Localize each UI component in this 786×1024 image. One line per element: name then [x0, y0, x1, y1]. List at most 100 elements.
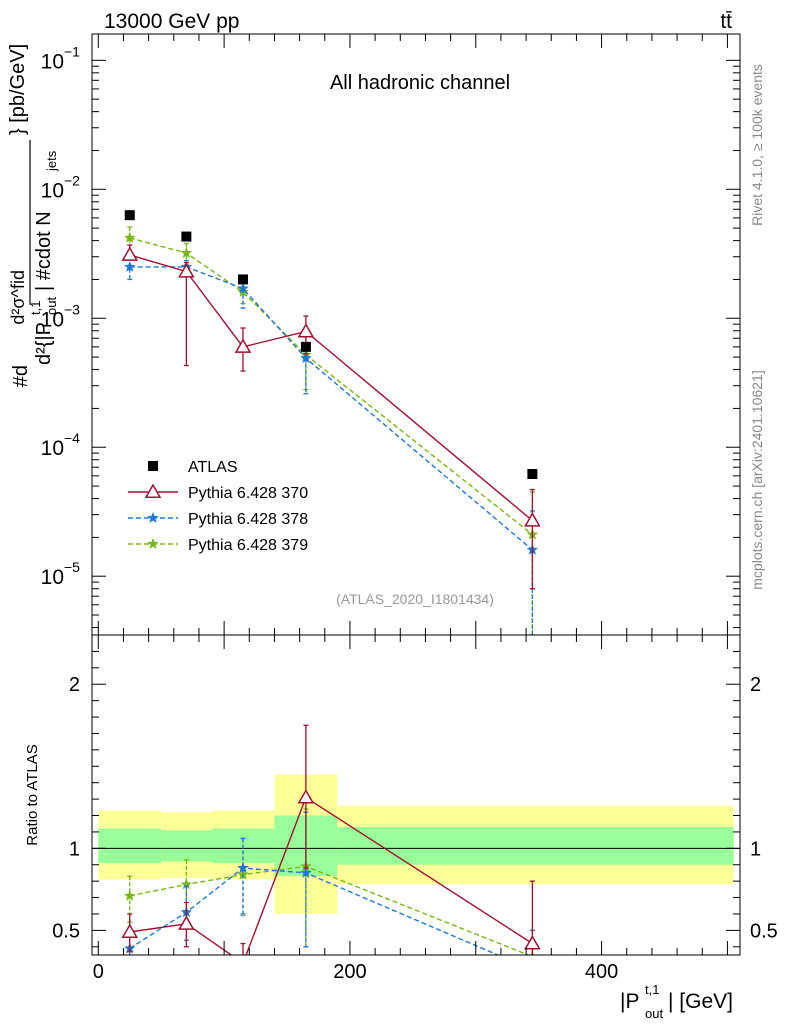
- legend-entry: Pythia 6.428 370: [128, 483, 308, 502]
- main-y-tick-exp: −5: [64, 559, 80, 575]
- y-label-den-b: | #cdot N: [33, 211, 55, 291]
- main-y-tick-label: 10 −3: [41, 301, 81, 331]
- uncertainty-band-inner: [337, 827, 734, 865]
- main-y-tick-exp: −4: [64, 430, 80, 446]
- main-y-tick-label: 10 −5: [41, 559, 81, 589]
- main-atlas-point: [181, 231, 192, 242]
- legend-marker: [144, 483, 162, 498]
- process-label: tt̄: [720, 10, 732, 33]
- ratio-y-tick-label-right: 0.5: [750, 920, 778, 942]
- main-y-tick-base: 10: [41, 566, 64, 589]
- main-atlas-point: [237, 274, 248, 285]
- main-pythia-6-428-378-point: [299, 352, 312, 364]
- main-pythia-6-428-370-point: [234, 338, 252, 353]
- uncertainty-band-inner: [98, 828, 162, 864]
- main-y-tick-label: 10 −2: [41, 172, 81, 202]
- x-tick-label: 400: [585, 961, 618, 983]
- ratio-panel: 0.5 0.5 1 1 2 2 0 200 400 Ratio to ATLAS |P t,1…: [24, 634, 778, 1021]
- main-y-tick-exp: −2: [64, 172, 80, 188]
- legend-marker: [148, 461, 158, 471]
- main-pythia-6-428-370-point: [121, 246, 139, 261]
- main-y-tick-labels: 10−110−210−310−410−5: [41, 43, 81, 589]
- main-pythia-6-428-378-line: [129, 266, 533, 551]
- main-y-tick-label: 10 −1: [41, 43, 81, 73]
- ratio-pythia-6-428-378-point: [237, 861, 249, 874]
- ratio-y-tick-label: 2: [69, 674, 80, 696]
- y-label-numerator: d²σ^fid: [8, 270, 28, 325]
- ratio-pythia-6-428-370-line: [129, 796, 533, 955]
- y-label-den-sup: t,1: [28, 301, 43, 315]
- uncertainty-band-inner: [161, 830, 212, 862]
- legend-label: Pythia 6.428 378: [188, 511, 308, 528]
- ratio-panel-frame: [91, 634, 741, 956]
- legend-label: ATLAS: [188, 459, 238, 476]
- main-y-tick-label: 10 −4: [41, 430, 81, 460]
- main-y-tick-exp: −3: [64, 301, 80, 317]
- x-label-sub: out: [645, 1006, 663, 1021]
- ratio-pythia-6-428-370-point: [297, 788, 315, 804]
- energy-label: 13000 GeV pp: [104, 10, 239, 33]
- ratio-pythia-6-428-370-point: [524, 935, 541, 950]
- main-pythia-6-428-370-series: [121, 244, 541, 590]
- mcplots-label: mcplots.cern.ch [arXiv:2401.10621]: [749, 370, 765, 589]
- chart-title: All hadronic channel: [330, 72, 510, 94]
- main-y-tick-base: 10: [41, 50, 64, 73]
- ratio-y-tick-label-right: 1: [750, 838, 761, 860]
- ratio-pythia-6-428-379-point: [123, 889, 136, 901]
- x-label-a: |P: [620, 990, 639, 1013]
- y-label-den-sub2: jets: [44, 150, 59, 172]
- ratio-pythia-6-428-370-series: [121, 724, 541, 955]
- ratio-pythia-6-428-370-point: [121, 923, 139, 939]
- ratio-pythia-6-428-378-point: [527, 964, 537, 974]
- x-tick-label: 200: [333, 961, 366, 983]
- y-label-close: } [pb/GeV]: [7, 44, 29, 135]
- rivet-label: Rivet 4.1.0, ≥ 100k events: [749, 64, 765, 226]
- legend-entry: ATLAS: [148, 459, 238, 476]
- main-y-axis-label: #d d²σ^fid d²{|P t,1 out | #cdot N jets …: [7, 44, 59, 387]
- ratio-pythia-6-428-370-point: [242, 954, 244, 955]
- ratio-pythia-6-428-378-point: [299, 866, 312, 878]
- main-atlas-point: [527, 469, 538, 480]
- main-pythia-6-428-378-point: [123, 260, 136, 272]
- main-pythia-6-428-379-line: [129, 237, 533, 536]
- main-pythia-6-428-379-point: [123, 231, 136, 243]
- legend-label: Pythia 6.428 370: [188, 485, 308, 502]
- ratio-panel-ticks: [92, 634, 740, 955]
- y-label-den-sub: out: [44, 297, 59, 315]
- main-atlas-point: [124, 210, 135, 221]
- ratio-y-tick-labels: 0.5 0.5 1 1 2 2: [52, 674, 778, 942]
- legend-marker: [147, 511, 159, 524]
- main-pythia-6-428-370-point: [178, 263, 195, 278]
- main-panel-ticks: [92, 34, 740, 635]
- legend-entry: Pythia 6.428 379: [128, 537, 308, 554]
- ratio-y-tick-label-right: 2: [750, 674, 761, 696]
- main-panel-data: [121, 210, 541, 635]
- main-pythia-6-428-379-point: [180, 246, 193, 259]
- main-pythia-6-428-370-line: [129, 254, 533, 522]
- main-pythia-6-428-378-point: [237, 282, 249, 294]
- x-label-sup: t,1: [645, 982, 659, 997]
- main-y-tick-base: 10: [41, 437, 64, 460]
- analysis-tag: (ATLAS_2020_I1801434): [336, 591, 494, 607]
- main-y-tick-exp: −1: [64, 43, 80, 59]
- main-y-tick-base: 10: [41, 308, 64, 331]
- ratio-y-axis-label: Ratio to ATLAS: [24, 744, 41, 845]
- y-label-den-a: d²{|P: [33, 322, 55, 365]
- x-tick-labels: 0 200 400: [93, 961, 619, 983]
- ratio-pythia-6-428-370-point: [178, 915, 195, 930]
- x-label-b: | [GeV]: [668, 990, 733, 1013]
- main-panel: 10−110−210−310−410−5 All hadronic channe…: [7, 33, 741, 636]
- ratio-y-tick-label: 0.5: [52, 920, 80, 942]
- legend-label: Pythia 6.428 379: [188, 537, 308, 554]
- x-tick-label: 0: [93, 961, 104, 983]
- main-pythia-6-428-370-point: [524, 512, 541, 527]
- main-y-tick-base: 10: [41, 179, 64, 202]
- legend: ATLAS Pythia 6.428 370 Pythia 6.428 378 Pyt…: [128, 459, 308, 554]
- main-atlas-point: [300, 341, 311, 352]
- main-atlas-series: [124, 210, 538, 480]
- y-label-prefix: #d: [10, 365, 32, 387]
- x-axis-label: |P t,1 out | [GeV]: [620, 982, 733, 1021]
- main-pythia-6-428-370-point: [297, 322, 315, 338]
- ratio-bands: [92, 774, 740, 914]
